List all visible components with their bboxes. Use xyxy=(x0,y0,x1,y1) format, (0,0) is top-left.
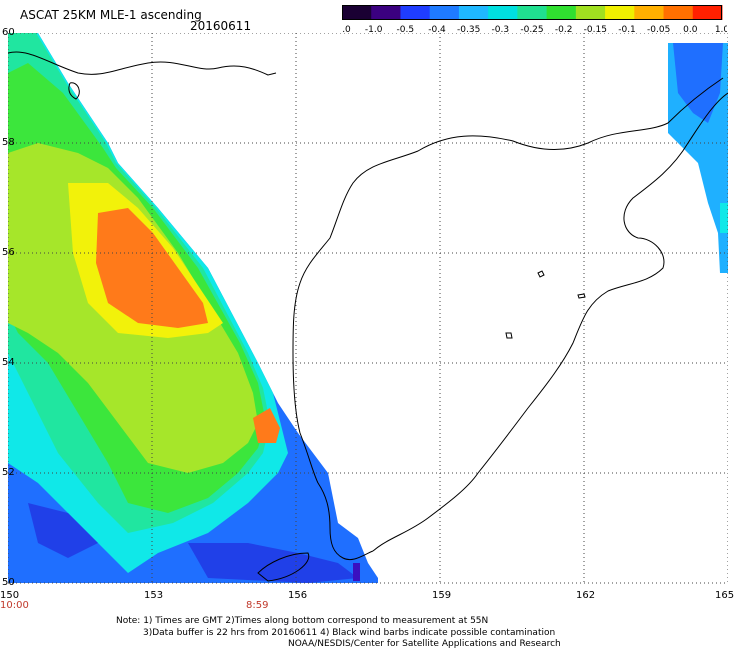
colorbar-label: -0.1 xyxy=(618,25,636,33)
lat-tick-label: 54 xyxy=(2,357,15,368)
colorbar-label: -0.35 xyxy=(457,25,480,33)
coastline xyxy=(8,51,277,76)
colorbar-segment xyxy=(342,5,372,20)
lon-tick-label: 159 xyxy=(432,590,452,601)
colorbar-label: -1.0 xyxy=(365,25,383,33)
note-line-2: 3)Data buffer is 22 hrs from 20160611 4)… xyxy=(143,628,556,638)
colorbar-label: -0.25 xyxy=(520,25,543,33)
colorbar-label: -0.5 xyxy=(397,25,415,33)
note-line-3: NOAA/NESDIS/Center for Satellite Applica… xyxy=(288,639,561,649)
colorbar-label: 1.0 xyxy=(715,25,727,33)
coastline xyxy=(257,552,310,582)
colorbar-label: -0.15 xyxy=(584,25,607,33)
colorbar-segment xyxy=(429,5,460,20)
colorbar-segment xyxy=(400,5,431,20)
colorbar-segment xyxy=(634,5,665,20)
colorbar-segment xyxy=(488,5,518,20)
colorbar-segment xyxy=(663,5,694,20)
colorbar: -3.0 -1.0 -0.5 -0.4 -0.35 -0.3 -0.25 -0.2 -0.15 -… xyxy=(342,5,727,33)
coastline xyxy=(577,293,586,299)
colorbar-label: -3.0 xyxy=(342,25,351,33)
swath-east-cyan xyxy=(720,203,728,233)
lon-tick-label: 165 xyxy=(715,590,735,601)
lon-tick-label: 162 xyxy=(576,590,596,601)
colorbar-label: -0.3 xyxy=(492,25,510,33)
note-line-1: Note: 1) Times are GMT 2)Times along bot… xyxy=(116,616,489,626)
pass-time-label: 10:00 xyxy=(0,600,29,611)
product-date: 20160611 xyxy=(190,19,252,33)
lon-tick-label: 150 xyxy=(0,590,20,601)
lon-tick-label: 153 xyxy=(144,590,164,601)
lat-tick-label: 50 xyxy=(2,577,15,588)
lat-tick-label: 52 xyxy=(2,467,15,478)
colorbar-segment xyxy=(692,5,723,20)
lon-tick-label: 156 xyxy=(288,590,308,601)
colorbar-segment xyxy=(605,5,635,20)
coastline xyxy=(68,82,80,100)
colorbar-label: 0.0 xyxy=(683,25,698,33)
lat-tick-label: 56 xyxy=(2,247,15,258)
colorbar-label: -0.4 xyxy=(428,25,446,33)
colorbar-label: -0.05 xyxy=(647,25,670,33)
lat-tick-label: 58 xyxy=(2,137,15,148)
lat-tick-label: 60 xyxy=(2,27,15,38)
swath-orange-patch xyxy=(253,408,280,443)
colorbar-label: -0.2 xyxy=(555,25,573,33)
swath-map xyxy=(8,33,728,584)
swath-darkblue xyxy=(188,543,358,583)
coastline xyxy=(537,270,545,278)
colorbar-segment xyxy=(575,5,606,20)
swath-east-blue xyxy=(673,43,723,123)
coastline xyxy=(372,92,728,552)
colorbar-segment xyxy=(517,5,548,20)
colorbar-segment xyxy=(546,5,577,20)
pass-time-label: 8:59 xyxy=(246,600,269,611)
colorbar-segment xyxy=(458,5,489,20)
product-title: ASCAT 25KM MLE-1 ascending xyxy=(20,8,202,22)
colorbar-segment xyxy=(371,5,401,20)
coastline xyxy=(292,77,724,561)
swath-orange xyxy=(96,208,208,328)
swath-darkblue xyxy=(28,503,98,558)
swath-darkblue xyxy=(353,563,360,581)
coastline xyxy=(505,332,513,339)
